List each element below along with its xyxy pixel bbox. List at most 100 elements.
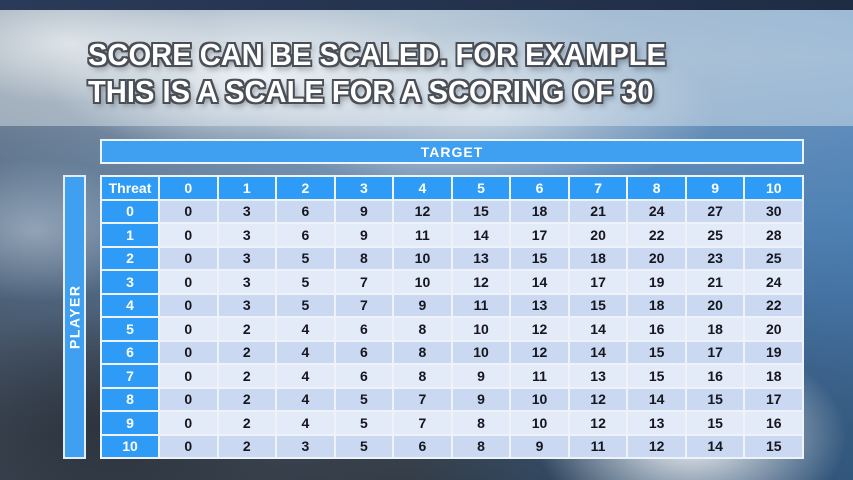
score-cell: 6: [277, 200, 334, 222]
score-cell: 4: [277, 318, 334, 340]
score-cell: 0: [160, 435, 217, 457]
score-cell: 7: [394, 412, 451, 434]
score-cell: 3: [218, 224, 276, 246]
score-cell: 23: [686, 247, 744, 269]
score-cell: 9: [511, 435, 568, 457]
score-cell: 12: [452, 271, 510, 293]
column-header-3: 3: [335, 177, 393, 199]
score-cell: 18: [745, 365, 802, 387]
score-cell: 18: [686, 318, 744, 340]
row-label-8: 8: [102, 388, 158, 410]
column-header-10: 10: [745, 177, 802, 199]
top-edge-strip: [0, 0, 853, 10]
score-cell: 8: [394, 365, 451, 387]
score-cell: 15: [686, 388, 744, 410]
score-cell: 17: [686, 341, 744, 363]
score-cell: 0: [160, 365, 217, 387]
score-cell: 13: [569, 365, 627, 387]
score-cell: 0: [160, 388, 217, 410]
score-cell: 9: [394, 294, 451, 316]
score-cell: 8: [394, 318, 451, 340]
score-cell: 0: [160, 294, 217, 316]
score-cell: 3: [218, 271, 276, 293]
score-cell: 11: [511, 365, 568, 387]
title-line-1: SCORE CAN BE SCALED. FOR EXAMPLE: [88, 37, 666, 72]
score-cell: 21: [569, 200, 627, 222]
score-cell: 20: [628, 247, 685, 269]
score-cell: 9: [452, 365, 510, 387]
score-cell: 3: [218, 200, 276, 222]
score-cell: 14: [511, 271, 568, 293]
score-cell: 20: [686, 294, 744, 316]
column-header-4: 4: [394, 177, 451, 199]
score-cell: 15: [452, 200, 510, 222]
threat-corner-header: Threat: [102, 177, 158, 199]
column-header-9: 9: [686, 177, 744, 199]
target-header-bar: TARGET: [100, 139, 804, 164]
column-header-2: 2: [277, 177, 334, 199]
score-cell: 0: [160, 318, 217, 340]
score-cell: 13: [511, 294, 568, 316]
score-cell: 25: [686, 224, 744, 246]
score-cell: 6: [335, 341, 393, 363]
score-cell: 0: [160, 341, 217, 363]
player-label: PLAYER: [66, 284, 83, 350]
score-cell: 4: [277, 388, 334, 410]
score-cell: 10: [511, 412, 568, 434]
score-cell: 0: [160, 271, 217, 293]
score-cell: 16: [686, 365, 744, 387]
column-header-0: 0: [160, 177, 217, 199]
score-cell: 4: [277, 412, 334, 434]
score-cell: 8: [335, 247, 393, 269]
score-cell: 2: [218, 318, 276, 340]
score-cell: 14: [452, 224, 510, 246]
score-cell: 0: [160, 200, 217, 222]
score-cell: 17: [511, 224, 568, 246]
score-cell: 19: [745, 341, 802, 363]
row-label-6: 6: [102, 341, 158, 363]
score-cell: 9: [452, 388, 510, 410]
score-cell: 5: [277, 294, 334, 316]
score-cell: 14: [569, 341, 627, 363]
score-cell: 3: [218, 247, 276, 269]
score-cell: 18: [569, 247, 627, 269]
score-cell: 0: [160, 412, 217, 434]
score-cell: 3: [277, 435, 334, 457]
score-cell: 0: [160, 224, 217, 246]
column-header-8: 8: [628, 177, 685, 199]
score-cell: 20: [745, 318, 802, 340]
score-cell: 9: [335, 200, 393, 222]
score-cell: 3: [218, 294, 276, 316]
slide-title: SCORE CAN BE SCALED. FOR EXAMPLE THIS IS…: [88, 36, 666, 110]
row-label-5: 5: [102, 318, 158, 340]
score-cell: 8: [452, 435, 510, 457]
score-cell: 12: [511, 318, 568, 340]
score-cell: 7: [335, 271, 393, 293]
score-cell: 9: [335, 224, 393, 246]
score-cell: 14: [628, 388, 685, 410]
score-cell: 11: [452, 294, 510, 316]
score-cell: 24: [628, 200, 685, 222]
score-cell: 7: [335, 294, 393, 316]
score-cell: 10: [394, 247, 451, 269]
score-cell: 12: [511, 341, 568, 363]
score-cell: 6: [335, 318, 393, 340]
score-cell: 2: [218, 365, 276, 387]
score-cell: 19: [628, 271, 685, 293]
row-label-0: 0: [102, 200, 158, 222]
score-cell: 21: [686, 271, 744, 293]
score-cell: 6: [335, 365, 393, 387]
row-label-9: 9: [102, 412, 158, 434]
score-cell: 12: [394, 200, 451, 222]
score-cell: 12: [628, 435, 685, 457]
row-label-2: 2: [102, 247, 158, 269]
score-cell: 2: [218, 388, 276, 410]
score-cell: 15: [745, 435, 802, 457]
score-cell: 5: [277, 271, 334, 293]
score-cell: 27: [686, 200, 744, 222]
title-line-2: THIS IS A SCALE FOR A SCORING OF 30: [88, 74, 654, 109]
score-cell: 5: [335, 388, 393, 410]
score-cell: 11: [569, 435, 627, 457]
score-cell: 18: [628, 294, 685, 316]
